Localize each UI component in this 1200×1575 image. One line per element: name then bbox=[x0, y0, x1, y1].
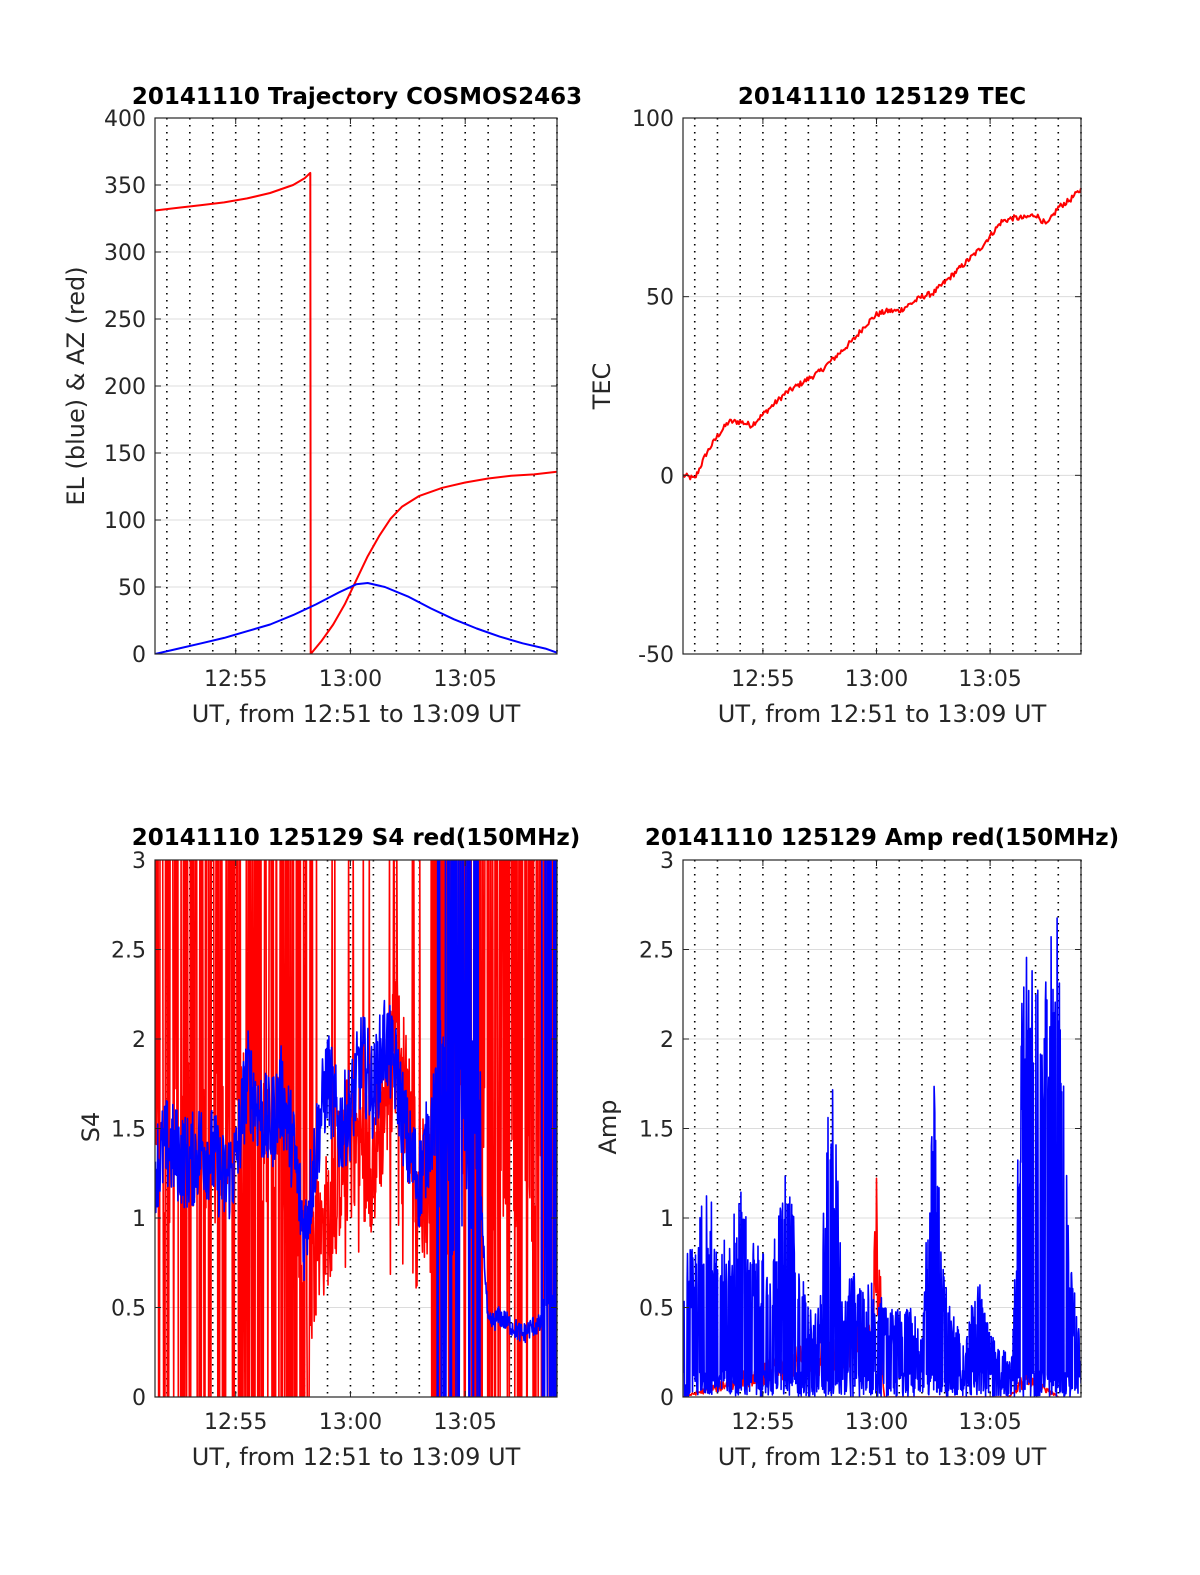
chart-title: 20141110 125129 TEC bbox=[738, 84, 1026, 110]
series-group bbox=[155, 860, 557, 1397]
y-tick-label: 3 bbox=[660, 849, 674, 874]
trajectory-chart: 20141110 Trajectory COSMOS2463 UT, from … bbox=[62, 84, 582, 728]
x-tick-label: 12:55 bbox=[204, 667, 267, 692]
x-tick-label: 13:00 bbox=[319, 1410, 382, 1435]
y-tick-label: 150 bbox=[104, 442, 146, 467]
y-tick-label: 50 bbox=[646, 286, 674, 311]
y-tick-label: 100 bbox=[632, 107, 674, 132]
x-axis-label: UT, from 12:51 to 13:09 UT bbox=[718, 700, 1047, 728]
chart-title: 20141110 125129 Amp red(150MHz) bbox=[645, 825, 1119, 851]
y-tick-label: 3 bbox=[132, 849, 146, 874]
y-tick-label: 50 bbox=[118, 576, 146, 601]
series-line-red bbox=[155, 860, 557, 1397]
y-tick-label: 200 bbox=[104, 375, 146, 400]
y-axis-label: TEC bbox=[588, 363, 616, 411]
x-tick-label: 13:05 bbox=[958, 1410, 1021, 1435]
y-axis-label: EL (blue) & AZ (red) bbox=[62, 266, 90, 505]
y-tick-label: 1 bbox=[660, 1207, 674, 1232]
series-group bbox=[683, 917, 1081, 1397]
y-tick-label: 1 bbox=[132, 1207, 146, 1232]
series-line-el-blue bbox=[155, 582, 557, 654]
series-line-blue bbox=[155, 860, 557, 1397]
y-axis-label: Amp bbox=[594, 1099, 622, 1154]
plot-frame bbox=[682, 117, 1082, 655]
y-tick-label: 0 bbox=[132, 643, 146, 668]
series-line-tec bbox=[683, 187, 1081, 481]
amp-chart: 20141110 125129 Amp red(150MHz) UT, from… bbox=[594, 825, 1119, 1471]
y-tick-label: 1.5 bbox=[111, 1118, 146, 1143]
x-tick-label: 13:00 bbox=[845, 1410, 908, 1435]
y-axis-label: S4 bbox=[77, 1112, 105, 1143]
x-tick-label: 12:55 bbox=[204, 1410, 267, 1435]
series-line-blue bbox=[683, 917, 1081, 1397]
y-tick-label: -50 bbox=[638, 643, 674, 668]
y-tick-label: 100 bbox=[104, 509, 146, 534]
x-tick-label: 12:55 bbox=[731, 1410, 794, 1435]
y-tick-label: 0.5 bbox=[111, 1297, 146, 1322]
x-tick-label: 13:00 bbox=[845, 667, 908, 692]
y-tick-label: 0 bbox=[660, 464, 674, 489]
series-group bbox=[683, 187, 1081, 481]
x-axis-label: UT, from 12:51 to 13:09 UT bbox=[718, 1443, 1047, 1471]
y-tick-label: 2 bbox=[660, 1028, 674, 1053]
y-tick-label: 0 bbox=[132, 1386, 146, 1411]
y-tick-label: 400 bbox=[104, 107, 146, 132]
y-tick-label: 2.5 bbox=[111, 939, 146, 964]
x-tick-label: 13:05 bbox=[433, 667, 496, 692]
y-tick-label: 2.5 bbox=[639, 939, 674, 964]
y-tick-label: 0 bbox=[660, 1386, 674, 1411]
x-axis-label: UT, from 12:51 to 13:09 UT bbox=[192, 700, 521, 728]
tec-chart: 20141110 125129 TEC UT, from 12:51 to 13… bbox=[588, 84, 1082, 728]
x-tick-label: 13:05 bbox=[433, 1410, 496, 1435]
y-tick-label: 2 bbox=[132, 1028, 146, 1053]
series-line-az-red bbox=[155, 171, 557, 654]
x-tick-label: 12:55 bbox=[731, 667, 794, 692]
x-tick-label: 13:00 bbox=[319, 667, 382, 692]
s4-chart: 20141110 125129 S4 red(150MHz) UT, from … bbox=[77, 825, 580, 1471]
y-tick-label: 1.5 bbox=[639, 1118, 674, 1143]
y-tick-label: 250 bbox=[104, 308, 146, 333]
chart-title: 20141110 125129 S4 red(150MHz) bbox=[132, 825, 581, 851]
chart-title: 20141110 Trajectory COSMOS2463 bbox=[132, 84, 582, 110]
series-group bbox=[155, 171, 557, 654]
plot-background bbox=[683, 118, 1081, 654]
y-tick-label: 0.5 bbox=[639, 1297, 674, 1322]
x-tick-label: 13:05 bbox=[958, 667, 1021, 692]
y-tick-label: 350 bbox=[104, 174, 146, 199]
x-axis-label: UT, from 12:51 to 13:09 UT bbox=[192, 1443, 521, 1471]
y-tick-label: 300 bbox=[104, 241, 146, 266]
